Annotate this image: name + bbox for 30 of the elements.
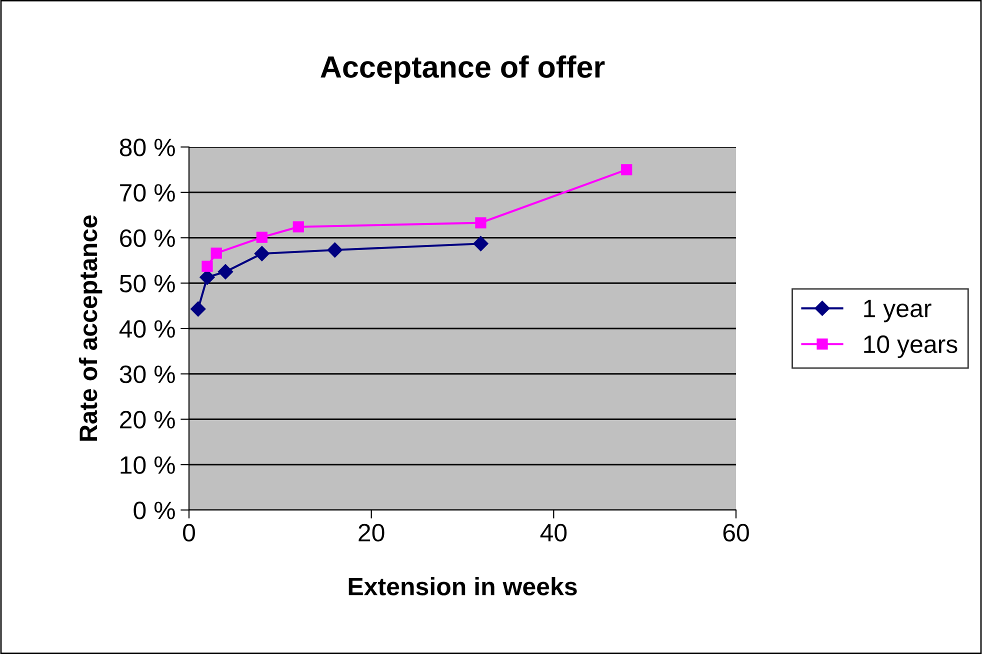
- point: [327, 242, 342, 258]
- y-tick-label: 40 %: [119, 320, 175, 338]
- y-tick-label: 10 %: [120, 456, 175, 474]
- point: [190, 301, 206, 317]
- point: [621, 164, 632, 176]
- point: [254, 246, 270, 262]
- legend-label: 1 year: [864, 300, 932, 322]
- y-tick-label: 30 %: [120, 365, 175, 384]
- point: [218, 264, 234, 280]
- x-tick-label: 40: [540, 524, 567, 542]
- point: [200, 270, 215, 285]
- y-axis-title: Rate of acceptance: [78, 215, 102, 441]
- x-tick-label: 60: [723, 524, 749, 542]
- point: [202, 260, 213, 272]
- y-tick-label: 60 %: [120, 229, 175, 248]
- legend-label: 10 years: [864, 335, 958, 358]
- y-tick-label: 70 %: [120, 184, 175, 202]
- point: [473, 236, 488, 252]
- point: [256, 232, 268, 243]
- y-tick-label: 80 %: [120, 138, 175, 156]
- x-axis-title: Extension in weeks: [348, 577, 577, 596]
- point: [210, 248, 222, 259]
- x-tick-label: 0: [183, 524, 195, 542]
- point: [475, 217, 486, 228]
- y-tick-label: 0 %: [134, 502, 175, 520]
- chart-title: Acceptance of offer: [320, 55, 605, 84]
- x-tick-label: 20: [358, 524, 384, 542]
- point: [292, 221, 304, 232]
- y-tick-label: 50 %: [120, 274, 175, 292]
- y-tick-label: 20 %: [120, 410, 175, 429]
